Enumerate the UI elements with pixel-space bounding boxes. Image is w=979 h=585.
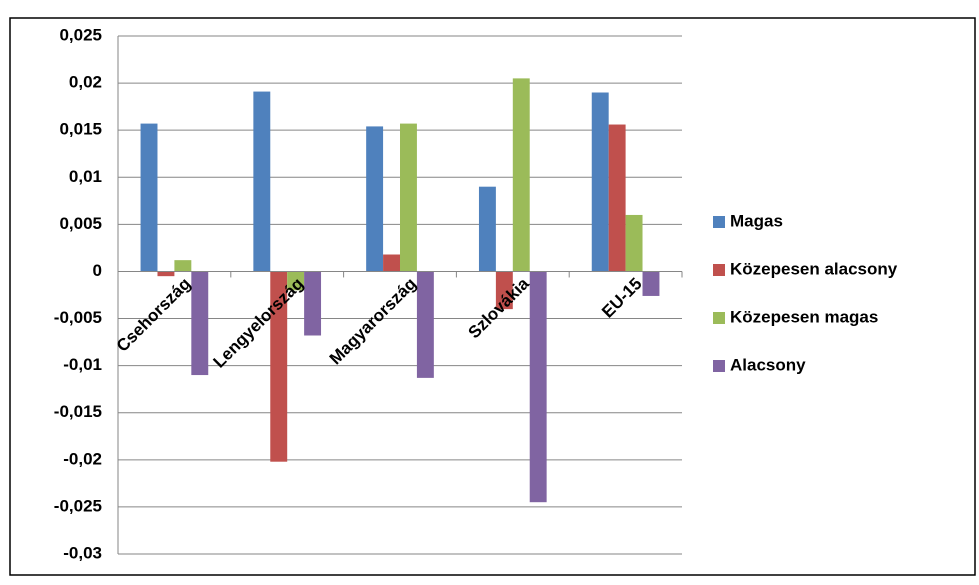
y-tick-label: 0,01 (69, 167, 102, 186)
bar (400, 123, 417, 272)
y-tick-label: 0,025 (59, 25, 102, 44)
bar (253, 91, 271, 272)
chart-border (9, 17, 976, 576)
legend-label: Alacsony (730, 355, 806, 374)
bar (416, 271, 434, 378)
y-tick-label: -0,015 (54, 402, 102, 421)
y-tick-label: 0 (93, 261, 102, 280)
y-tick-label: 0,02 (69, 73, 102, 92)
y-tick-label: -0,025 (54, 496, 102, 515)
bar (287, 271, 305, 291)
bar (608, 124, 626, 272)
bar (304, 271, 322, 336)
bar (495, 271, 513, 310)
bar (625, 214, 643, 272)
bar (642, 271, 660, 296)
y-tick-label: -0,03 (63, 543, 102, 562)
legend-swatch (713, 216, 725, 228)
y-tick-label: -0,02 (63, 449, 102, 468)
bar (529, 271, 547, 503)
bar (478, 186, 496, 272)
y-tick-label: 0,005 (59, 214, 102, 233)
bar (383, 254, 400, 272)
y-tick-label: -0,01 (63, 355, 102, 374)
bar (191, 271, 209, 376)
bar (512, 78, 530, 272)
bar (140, 123, 158, 272)
bar (174, 260, 192, 272)
bar (591, 92, 609, 272)
legend-label: Közepesen alacsony (730, 259, 898, 278)
bar (157, 271, 175, 277)
legend-label: Magas (730, 211, 783, 230)
bar (270, 271, 288, 462)
bar (366, 126, 384, 272)
legend-swatch (713, 312, 725, 324)
y-tick-label: 0,015 (59, 120, 102, 139)
legend-swatch (713, 264, 725, 276)
legend-label: Közepesen magas (730, 307, 878, 326)
legend-swatch (713, 360, 725, 372)
y-tick-label: -0,005 (54, 308, 102, 327)
